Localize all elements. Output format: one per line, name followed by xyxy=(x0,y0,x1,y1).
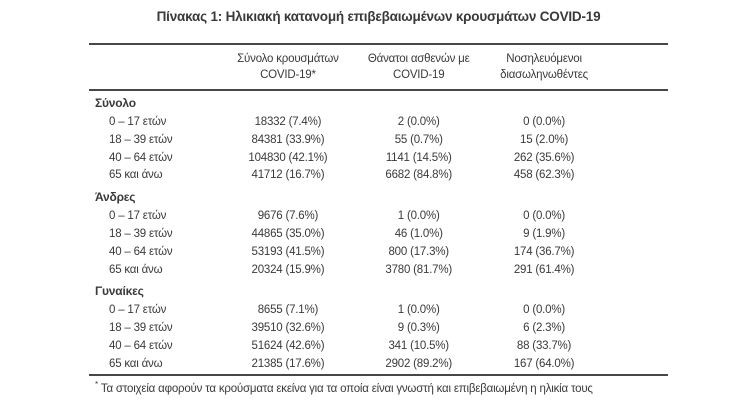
cell-deaths: 1 (0.0%) xyxy=(397,304,440,317)
table-row: 65 και άνω 20324 (15.9%) 3780 (81.7%) 29… xyxy=(89,262,668,280)
cell-deaths: 9 (0.3%) xyxy=(397,322,440,335)
table-row: 18 – 39 ετών 84381 (33.9%) 55 (0.7%) 15 … xyxy=(89,132,668,150)
section-label: Γυναίκες xyxy=(95,283,144,298)
section-label: Άνδρες xyxy=(95,189,136,204)
footnote-marker: * xyxy=(95,379,98,389)
footnote-text: Τα στοιχεία αφορούν τα κρούσματα εκείνα … xyxy=(100,382,593,395)
table-row: 65 και άνω 21385 (17.6%) 2902 (89.2%) 16… xyxy=(89,356,668,374)
table-row: 0 – 17 ετών 18332 (7.4%) 2 (0.0%) 0 (0.0… xyxy=(89,114,668,132)
header-intubated-line2: διασωληνωθέντες xyxy=(500,68,588,81)
table-row: 40 – 64 ετών 53193 (41.5%) 800 (17.3%) 1… xyxy=(89,244,668,262)
cell-intubated: 0 (0.0%) xyxy=(523,210,565,223)
section-label: Σύνολο xyxy=(95,95,136,110)
age-label: 40 – 64 ετών xyxy=(109,151,173,164)
cell-deaths: 800 (17.3%) xyxy=(388,245,449,258)
age-label: 0 – 17 ετών xyxy=(109,210,167,223)
cell-cases: 41712 (16.7%) xyxy=(251,169,325,182)
cell-deaths: 55 (0.7%) xyxy=(394,133,443,146)
cell-intubated: 291 (61.4%) xyxy=(513,263,575,276)
header-intubated: Νοσηλευόμενοι διασωληνωθέντες xyxy=(487,52,601,83)
cell-deaths: 6682 (84.8%) xyxy=(385,169,453,182)
header-deaths: Θάνατοι ασθενών με COVID-19 xyxy=(351,52,487,83)
cell-deaths: 3780 (81.7%) xyxy=(385,263,453,276)
data-table: Σύνολο κρουσμάτων COVID-19* Θάνατοι ασθε… xyxy=(89,43,668,374)
cell-cases: 18332 (7.4%) xyxy=(254,116,322,128)
table-row: 0 – 17 ετών 9676 (7.6%) 1 (0.0%) 0 (0.0%… xyxy=(89,208,668,226)
age-label: 18 – 39 ετών xyxy=(109,133,173,146)
header-total-cases-line2: COVID-19* xyxy=(260,68,316,81)
header-total-cases: Σύνολο κρουσμάτων COVID-19* xyxy=(225,52,350,83)
cell-intubated: 88 (33.7%) xyxy=(516,339,572,352)
age-label: 40 – 64 ετών xyxy=(109,339,173,352)
cell-cases: 39510 (32.6%) xyxy=(251,322,325,335)
age-label: 0 – 17 ετών xyxy=(109,304,167,317)
table-row: 18 – 39 ετών 39510 (32.6%) 9 (0.3%) 6 (2… xyxy=(89,320,668,338)
cell-cases: 21385 (17.6%) xyxy=(251,357,325,370)
section-row-total: Σύνολο xyxy=(89,91,668,114)
cell-deaths: 46 (1.0%) xyxy=(394,227,443,240)
cell-intubated: 167 (64.0%) xyxy=(513,357,575,370)
cell-cases: 8655 (7.1%) xyxy=(257,304,319,317)
header-deaths-line1: Θάνατοι ασθενών με xyxy=(367,53,470,65)
cell-deaths: 1 (0.0%) xyxy=(397,210,440,223)
cell-cases: 104830 (42.1%) xyxy=(248,151,328,164)
cell-cases: 84381 (33.9%) xyxy=(251,133,325,146)
cell-intubated: 458 (62.3%) xyxy=(513,169,575,182)
page-title: Πίνακας 1: Ηλικιακή κατανομή επιβεβαιωμέ… xyxy=(156,9,601,24)
cell-intubated: 9 (1.9%) xyxy=(523,227,565,240)
cell-intubated: 0 (0.0%) xyxy=(523,304,565,317)
section-row-women: Γυναίκες xyxy=(89,279,668,302)
cell-deaths: 2 (0.0%) xyxy=(397,116,440,128)
footnote: * Τα στοιχεία αφορούν τα κρούσματα εκείνα… xyxy=(89,376,668,395)
cell-cases: 20324 (15.9%) xyxy=(251,263,325,276)
age-label: 18 – 39 ετών xyxy=(109,322,173,335)
age-label: 65 και άνω xyxy=(109,263,163,276)
header-deaths-line2: COVID-19 xyxy=(392,68,445,81)
age-label: 65 και άνω xyxy=(109,357,163,370)
header-intubated-line1: Νοσηλευόμενοι xyxy=(506,53,582,65)
table-header-row: Σύνολο κρουσμάτων COVID-19* Θάνατοι ασθε… xyxy=(89,45,668,91)
table-row: 0 – 17 ετών 8655 (7.1%) 1 (0.0%) 0 (0.0%… xyxy=(89,302,668,320)
cell-intubated: 174 (36.7%) xyxy=(513,245,575,258)
cell-intubated: 0 (0.0%) xyxy=(523,116,565,128)
table-row: 40 – 64 ετών 104830 (42.1%) 1141 (14.5%)… xyxy=(89,150,668,168)
table-row: 18 – 39 ετών 44865 (35.0%) 46 (1.0%) 9 (… xyxy=(89,226,668,244)
table-row: 40 – 64 ετών 51624 (42.6%) 341 (10.5%) 8… xyxy=(89,338,668,356)
cell-deaths: 2902 (89.2%) xyxy=(385,357,453,370)
cell-cases: 44865 (35.0%) xyxy=(251,227,325,240)
cell-cases: 53193 (41.5%) xyxy=(251,245,325,258)
cell-deaths: 341 (10.5%) xyxy=(388,339,449,352)
cell-deaths: 1141 (14.5%) xyxy=(385,151,452,164)
age-label: 40 – 64 ετών xyxy=(109,245,173,258)
header-empty xyxy=(89,52,225,83)
age-label: 18 – 39 ετών xyxy=(109,227,173,240)
table-container: Πίνακας 1: Ηλικιακή κατανομή επιβεβαιωμέ… xyxy=(89,0,668,394)
footnote-divider xyxy=(89,373,668,376)
age-label: 65 και άνω xyxy=(109,169,163,182)
cell-intubated: 15 (2.0%) xyxy=(520,133,569,146)
age-label: 0 – 17 ετών xyxy=(109,116,167,128)
cell-cases: 9676 (7.6%) xyxy=(257,210,319,223)
cell-cases: 51624 (42.6%) xyxy=(251,339,325,352)
header-total-cases-line1: Σύνολο κρουσμάτων xyxy=(237,53,339,65)
section-row-men: Άνδρες xyxy=(89,185,668,208)
cell-intubated: 262 (35.6%) xyxy=(513,151,575,164)
cell-intubated: 6 (2.3%) xyxy=(523,322,565,335)
table-row: 65 και άνω 41712 (16.7%) 6682 (84.8%) 45… xyxy=(89,167,668,185)
